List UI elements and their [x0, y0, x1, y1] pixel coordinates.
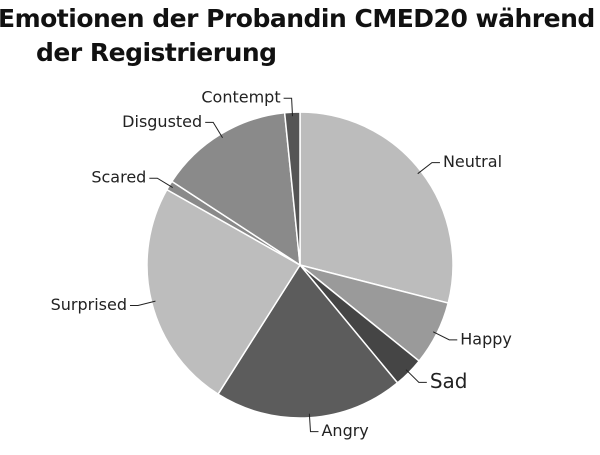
- slice-label: Disgusted: [122, 112, 202, 131]
- leader-line: [283, 97, 294, 117]
- slice-label: Sad: [430, 369, 468, 393]
- leader-line: [149, 177, 173, 188]
- slice-label: Neutral: [443, 152, 502, 171]
- leader-line: [432, 331, 458, 341]
- chart-title: Emotionen der Probandin CMED20 während d…: [0, 4, 595, 67]
- leader-line: [417, 162, 440, 175]
- leader-line: [308, 413, 319, 433]
- slice-label: Happy: [460, 329, 512, 348]
- slice-label: Contempt: [201, 88, 280, 107]
- slice-label: Angry: [321, 421, 368, 440]
- leader-line: [205, 121, 223, 138]
- leader-line: [405, 369, 427, 383]
- slice-label: Surprised: [51, 295, 127, 314]
- leader-line: [129, 300, 156, 307]
- slice-label: Scared: [91, 168, 146, 187]
